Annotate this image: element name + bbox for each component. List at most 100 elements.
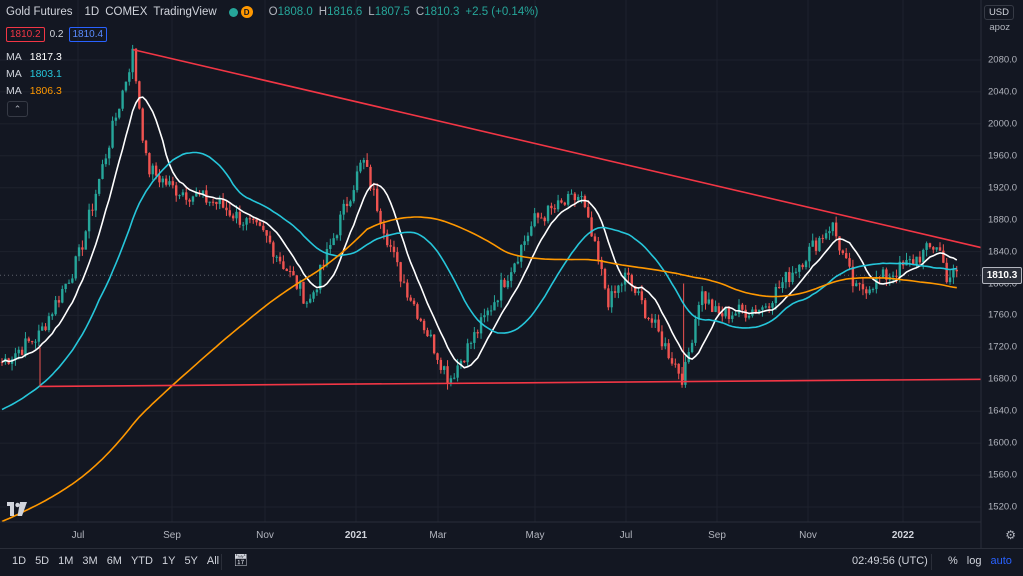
candle-body bbox=[583, 196, 587, 208]
candle-body bbox=[690, 342, 694, 353]
clock-time[interactable]: 02:49:56 (UTC) bbox=[852, 555, 928, 567]
price-tick-label: 2000.0 bbox=[988, 118, 1018, 130]
exchange-label: COMEX bbox=[105, 6, 148, 18]
candle-body bbox=[322, 264, 325, 266]
candle-body bbox=[37, 330, 41, 342]
symbol-name[interactable]: Gold Futures bbox=[6, 6, 73, 18]
time-tick-label: Jul bbox=[619, 530, 633, 541]
candle-body bbox=[818, 237, 821, 251]
open-value: 1808.0 bbox=[277, 6, 313, 18]
candle-body bbox=[479, 317, 483, 334]
range-5d[interactable]: 5D bbox=[35, 555, 50, 567]
market-status[interactable]: D bbox=[228, 6, 253, 18]
price-tick-label: 1680.0 bbox=[988, 373, 1018, 385]
candle-body bbox=[483, 315, 486, 318]
candle-body bbox=[77, 247, 81, 257]
close-value: 1810.3 bbox=[424, 6, 460, 18]
candle-body bbox=[754, 309, 757, 314]
candle-body bbox=[335, 235, 339, 239]
ma-legend-1[interactable]: MA 1817.3 bbox=[6, 51, 62, 63]
candle-body bbox=[312, 292, 315, 299]
candle-body bbox=[597, 241, 600, 260]
candle-body bbox=[302, 281, 305, 304]
candle-body bbox=[677, 363, 680, 374]
percent-scale-toggle[interactable]: % bbox=[948, 555, 958, 567]
moving-averages bbox=[1, 96, 958, 523]
candle-body bbox=[744, 309, 747, 318]
candle-body bbox=[84, 231, 87, 250]
change-value: +2.5 (+0.14%) bbox=[465, 6, 539, 18]
range-1y[interactable]: 1Y bbox=[161, 555, 176, 567]
price-chart[interactable] bbox=[0, 0, 1023, 548]
sell-button[interactable]: 1810.2 bbox=[6, 27, 45, 42]
range-1m[interactable]: 1M bbox=[58, 555, 74, 567]
candle-body bbox=[875, 277, 878, 290]
range-6m[interactable]: 6M bbox=[106, 555, 122, 567]
candle-body bbox=[141, 108, 144, 141]
range-5y[interactable]: 5Y bbox=[184, 555, 198, 567]
time-tick-label: Nov bbox=[256, 530, 274, 541]
candle-body bbox=[657, 319, 660, 332]
candle-body bbox=[231, 215, 235, 219]
range-all[interactable]: All bbox=[206, 555, 220, 567]
range-1d[interactable]: 1D bbox=[12, 555, 27, 567]
candle-body bbox=[660, 331, 664, 347]
candle-body bbox=[741, 304, 744, 310]
tradingview-logo[interactable] bbox=[6, 498, 28, 520]
gear-icon[interactable]: ⚙ bbox=[1005, 528, 1016, 542]
candle-body bbox=[97, 178, 101, 194]
candle-body bbox=[376, 188, 379, 211]
candle-body bbox=[138, 81, 141, 109]
candle-body bbox=[74, 256, 77, 279]
candle-body bbox=[603, 268, 607, 289]
auto-scale-toggle[interactable]: auto bbox=[990, 555, 1012, 567]
ma-value: 1806.3 bbox=[29, 85, 62, 97]
scale-name[interactable]: apoz bbox=[989, 22, 1010, 33]
ma-legend-3[interactable]: MA 1806.3 bbox=[6, 85, 62, 97]
candle-body bbox=[821, 237, 824, 239]
ma-legend-2[interactable]: MA 1803.1 bbox=[6, 68, 62, 80]
currency-selector[interactable]: USD bbox=[983, 5, 1014, 20]
candle-body bbox=[607, 288, 610, 308]
candle-body bbox=[285, 268, 288, 272]
price-tick-label: 1840.0 bbox=[988, 246, 1018, 258]
price-tick-label: 1880.0 bbox=[988, 214, 1018, 226]
candle-body bbox=[87, 209, 91, 232]
candle-body bbox=[225, 207, 228, 211]
trade-buttons: 1810.2 0.2 1810.4 bbox=[6, 27, 108, 42]
candle-body bbox=[34, 341, 37, 343]
date-range-buttons: 1D 5D 1M 3M 6M YTD 1Y 5Y All bbox=[12, 555, 219, 567]
candle-body bbox=[737, 304, 741, 314]
candle-body bbox=[309, 298, 312, 303]
buy-button[interactable]: 1810.4 bbox=[68, 27, 108, 42]
candle-body bbox=[349, 201, 352, 207]
range-ytd[interactable]: YTD bbox=[130, 555, 153, 567]
candle-body bbox=[131, 48, 134, 73]
log-scale-toggle[interactable]: log bbox=[966, 555, 982, 567]
candle-body bbox=[439, 359, 443, 370]
candle-body bbox=[784, 272, 788, 283]
price-tick-label: 2080.0 bbox=[988, 54, 1018, 66]
time-tick-label: Nov bbox=[799, 530, 817, 541]
candle-body bbox=[942, 250, 945, 263]
candle-body bbox=[918, 256, 922, 263]
low-value: 1807.5 bbox=[374, 6, 410, 18]
collapse-legend-button[interactable]: ⌃ bbox=[7, 101, 28, 117]
candle-body bbox=[952, 269, 955, 278]
candle-body bbox=[945, 262, 948, 283]
candle-body bbox=[161, 178, 164, 183]
candle-body bbox=[503, 279, 506, 288]
interval-label[interactable]: 1D bbox=[84, 6, 100, 18]
range-3m[interactable]: 3M bbox=[82, 555, 98, 567]
candle-body bbox=[51, 314, 54, 317]
candle-body bbox=[922, 249, 925, 263]
ma-line-slow bbox=[1, 216, 957, 523]
candle-body bbox=[41, 326, 44, 331]
candle-body bbox=[57, 300, 61, 303]
candle-body bbox=[794, 271, 798, 273]
time-tick-label: Sep bbox=[163, 530, 181, 541]
candle-body bbox=[868, 289, 871, 294]
candle-body bbox=[262, 225, 265, 231]
candle-body bbox=[111, 120, 114, 148]
calendar-goto-icon[interactable]: 📅︎ bbox=[233, 553, 249, 567]
